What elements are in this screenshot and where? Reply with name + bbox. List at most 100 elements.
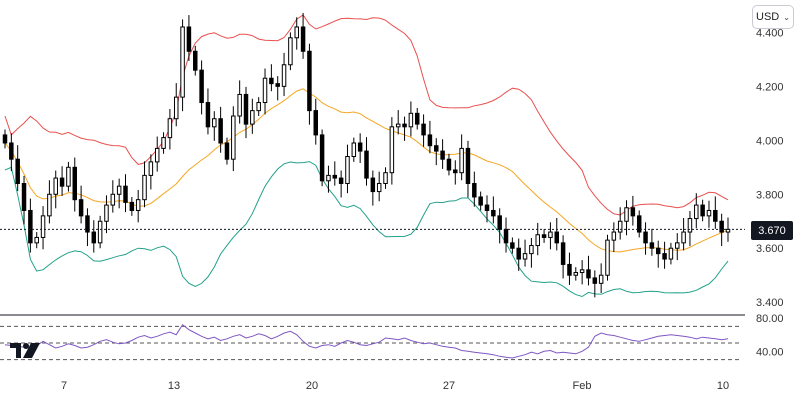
candle-down: [586, 269, 591, 279]
candle-down: [307, 50, 312, 112]
candle-up: [294, 26, 299, 39]
candle-down: [269, 77, 274, 85]
bollinger-upper-band: [4, 14, 729, 216]
currency-label: USD: [756, 11, 780, 23]
rsi-axis-tick-label: 40.00: [756, 346, 784, 358]
candle-down: [357, 142, 363, 152]
candle-up: [288, 37, 293, 66]
candle-down: [129, 201, 135, 211]
candle-up: [326, 174, 331, 182]
y-axis-tick-label: 3.400: [756, 297, 784, 309]
candle-up: [231, 115, 236, 160]
candle-down: [446, 158, 452, 171]
candle-up: [135, 199, 141, 211]
candle-down: [59, 177, 65, 187]
candle-down: [402, 123, 407, 128]
candle-down: [554, 231, 560, 244]
candle-down: [218, 118, 223, 144]
candle-up: [47, 193, 52, 217]
candle-down: [516, 247, 521, 260]
candle-up: [383, 172, 388, 184]
candle-up: [256, 102, 261, 112]
candle-up: [389, 126, 395, 174]
candle-up: [148, 161, 154, 176]
currency-select[interactable]: USD ⌄: [752, 5, 794, 29]
candle-up: [617, 220, 623, 233]
candle-up: [668, 247, 674, 260]
y-axis-tick-label: 4.000: [756, 135, 784, 147]
candle-down: [700, 204, 705, 217]
candle-up: [605, 239, 610, 276]
candle-down: [434, 145, 439, 152]
candle-down: [719, 220, 724, 233]
y-axis-tick-label: 4.200: [756, 81, 784, 93]
candle-down: [592, 277, 598, 284]
candle-up: [687, 218, 693, 233]
x-axis-tick-label: 27: [443, 380, 455, 392]
candle-up: [161, 137, 166, 149]
candle-down: [78, 199, 84, 217]
candle-down: [567, 263, 572, 276]
candle-down: [484, 204, 490, 211]
x-axis-tick-label: 10: [717, 380, 729, 392]
candle-down: [465, 147, 471, 184]
candle-down: [478, 196, 483, 206]
candle-down: [186, 26, 192, 52]
candle-down: [199, 69, 204, 104]
y-axis-tick-label: 4.400: [756, 27, 784, 39]
candle-down: [91, 231, 97, 244]
candle-down: [510, 242, 515, 249]
candle-down: [503, 228, 509, 244]
candle-down: [123, 185, 128, 203]
candle-up: [408, 112, 414, 128]
chevron-down-icon: ⌄: [783, 12, 790, 22]
candle-up: [598, 274, 604, 284]
rsi-axis-tick-label: 80.00: [756, 313, 784, 325]
candle-down: [193, 50, 198, 71]
candle-down: [21, 182, 27, 211]
candle-down: [560, 242, 566, 265]
candle-down: [440, 150, 445, 160]
candle-up: [376, 182, 382, 193]
candle-up: [40, 215, 46, 238]
candle-up: [522, 253, 528, 260]
candle-up: [110, 193, 116, 206]
candle-up: [535, 234, 540, 247]
candle-down: [491, 209, 496, 217]
candle-down: [649, 242, 655, 249]
candle-down: [414, 112, 420, 125]
candle-up: [104, 204, 109, 222]
candle-up: [529, 245, 534, 255]
candle-up: [681, 231, 686, 244]
candle-up: [173, 96, 179, 120]
candle-up: [212, 118, 217, 128]
candle-down: [364, 150, 369, 179]
candle-down: [224, 142, 230, 160]
candle-down: [9, 142, 14, 160]
tradingview-logo-icon[interactable]: [10, 340, 46, 360]
candle-up: [459, 147, 464, 174]
candle-down: [2, 134, 8, 144]
candle-up: [250, 110, 255, 125]
candle-down: [15, 158, 20, 184]
candle-down: [85, 215, 90, 233]
candle-down: [630, 207, 636, 217]
last-price-value: 3.670: [758, 224, 786, 237]
candle-up: [281, 64, 287, 87]
candle-up: [237, 93, 242, 117]
candle-down: [338, 177, 344, 184]
candle-down: [427, 134, 433, 147]
candle-up: [706, 209, 712, 217]
y-axis-tick-label: 3.600: [756, 243, 784, 255]
x-axis-tick-label: 20: [306, 380, 318, 392]
candle-down: [28, 209, 33, 244]
x-axis-tick-label: 13: [168, 380, 180, 392]
y-axis-tick-label: 3.800: [756, 189, 784, 201]
candle-up: [154, 147, 160, 163]
candle-up: [34, 236, 39, 244]
candle-down: [662, 253, 667, 260]
last-price-tag: 3.670: [751, 221, 793, 240]
candle-down: [332, 174, 338, 179]
candle-up: [53, 177, 58, 195]
